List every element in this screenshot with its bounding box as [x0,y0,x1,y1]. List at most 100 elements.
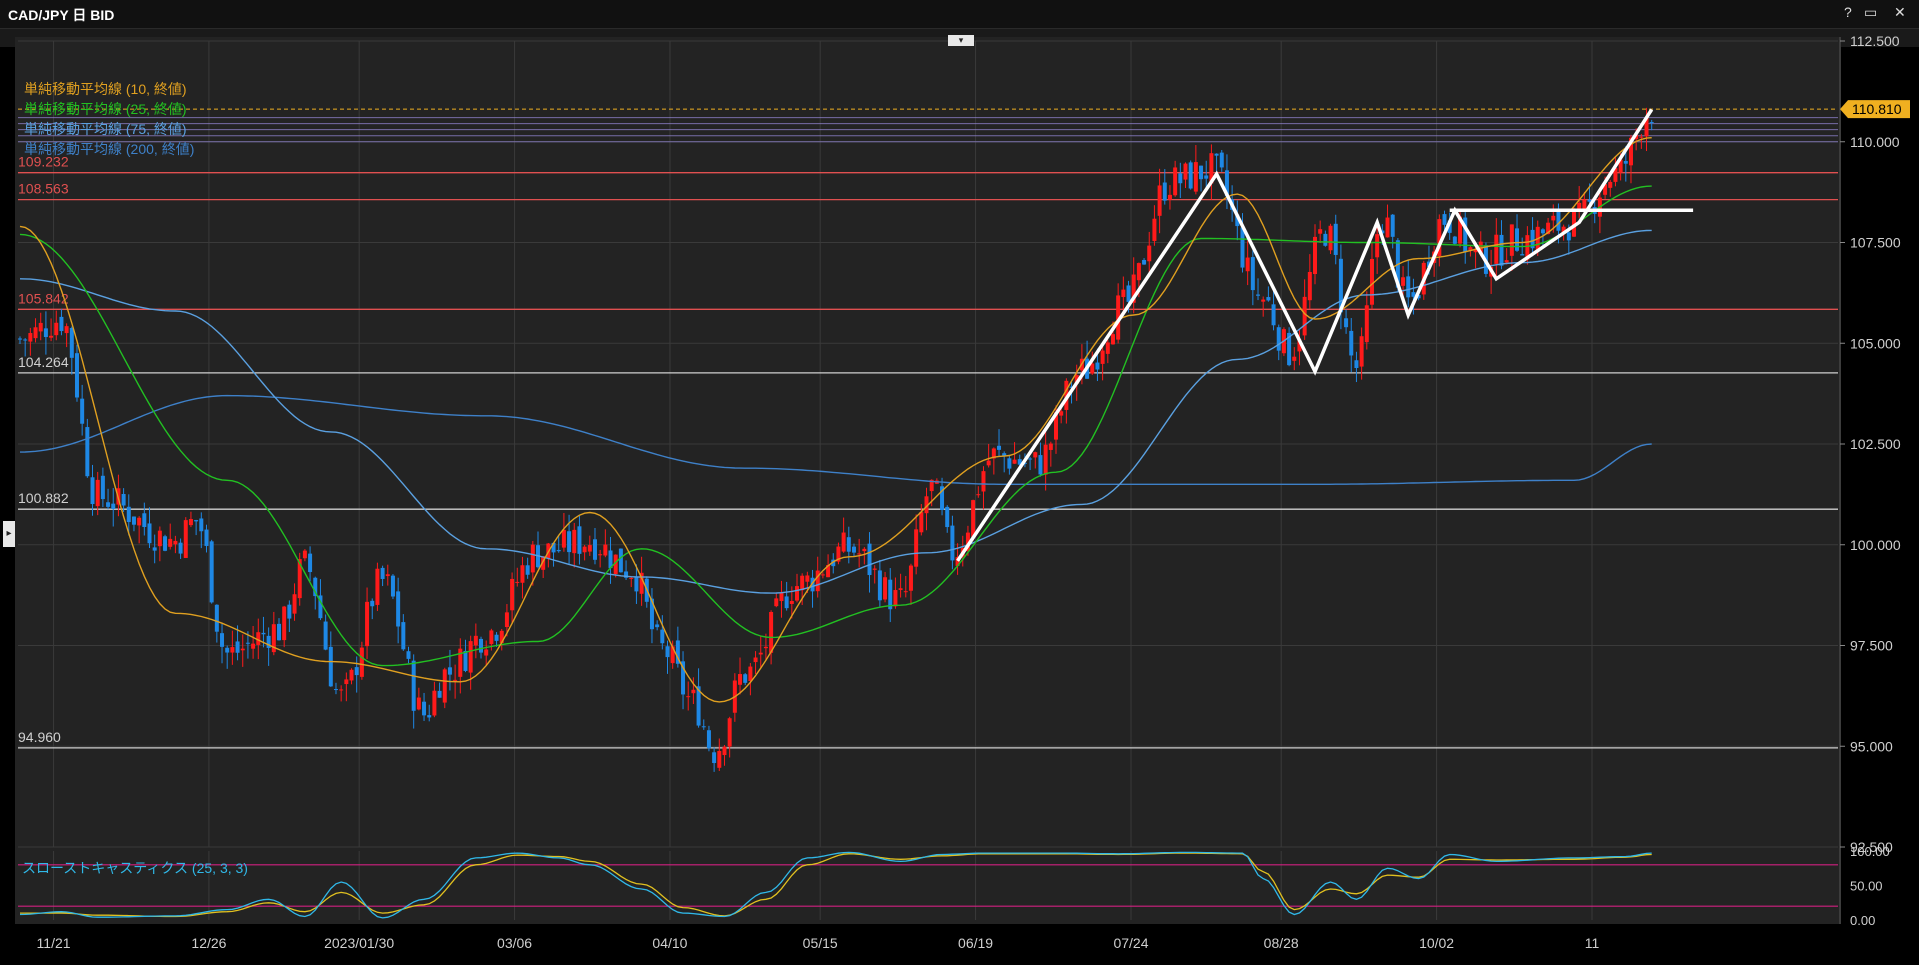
candle-body[interactable] [1411,292,1416,297]
candle-body[interactable] [888,579,893,610]
candle-body[interactable] [1028,458,1033,460]
candle-body[interactable] [1520,254,1525,256]
candle-body[interactable] [955,557,960,566]
candle-body[interactable] [458,648,463,677]
candle-body[interactable] [1261,299,1266,302]
trend-pattern-line-0[interactable] [956,108,1654,562]
candle-body[interactable] [1525,235,1530,260]
candle-body[interactable] [629,577,634,579]
candle-body[interactable] [681,661,686,695]
candle-body[interactable] [618,548,623,573]
candle-body[interactable] [841,532,846,552]
candle-body[interactable] [1468,247,1473,251]
candle-body[interactable] [111,503,116,509]
candle-body[interactable] [1302,296,1307,336]
candle-body[interactable] [1649,122,1654,124]
candle-body[interactable] [442,669,447,703]
candle-body[interactable] [1100,350,1105,364]
candle-body[interactable] [147,523,152,544]
candle-body[interactable] [1204,175,1209,179]
candle-body[interactable] [1256,294,1261,296]
candle-body[interactable] [561,529,566,548]
candle-body[interactable] [375,568,380,605]
candle-body[interactable] [318,595,323,619]
candle-body[interactable] [784,596,789,609]
candle-body[interactable] [706,730,711,749]
candle-body[interactable] [649,598,654,630]
candle-body[interactable] [1193,162,1198,192]
candle-body[interactable] [1504,260,1509,263]
candle-body[interactable] [1401,277,1406,286]
candle-body[interactable] [1110,334,1115,345]
candle-body[interactable] [1364,305,1369,343]
candle-body[interactable] [396,591,401,627]
candle-body[interactable] [240,648,245,651]
candle-body[interactable] [251,643,256,649]
candle-body[interactable] [665,646,670,658]
candle-body[interactable] [810,577,815,592]
candle-body[interactable] [1556,210,1561,231]
candle-body[interactable] [142,513,147,527]
candle-body[interactable] [1136,263,1141,281]
candle-body[interactable] [1235,214,1240,227]
stoch-k-line[interactable] [19,851,1652,919]
candle-body[interactable] [1349,330,1354,356]
candle-body[interactable] [432,690,437,716]
candle-body[interactable] [1209,153,1214,184]
candle-body[interactable] [80,398,85,424]
candle-body[interactable] [748,666,753,681]
candle-body[interactable] [1338,258,1343,313]
candle-body[interactable] [173,540,178,545]
candle-body[interactable] [427,715,432,718]
candle-body[interactable] [997,445,1002,450]
candle-body[interactable] [800,575,805,591]
candle-body[interactable] [691,689,696,694]
candle-body[interactable] [1380,230,1385,234]
candle-body[interactable] [95,479,100,507]
candle-body[interactable] [587,545,592,552]
help-icon[interactable]: ? [1844,4,1852,20]
candle-body[interactable] [1369,258,1374,305]
candle-body[interactable] [33,327,38,339]
candle-body[interactable] [774,598,779,607]
candle-body[interactable] [789,601,794,604]
candle-body[interactable] [867,543,872,576]
candle-body[interactable] [1054,412,1058,440]
candle-body[interactable] [1147,245,1152,262]
candle-body[interactable] [230,647,235,653]
candle-body[interactable] [1644,117,1649,137]
candle-body[interactable] [308,553,313,573]
candle-body[interactable] [416,697,421,710]
candle-body[interactable] [613,554,618,575]
restore-window-icon[interactable]: ▭ [1864,4,1878,20]
candle-body[interactable] [1494,234,1499,264]
candle-body[interactable] [1271,304,1276,326]
candle-body[interactable] [1292,356,1297,361]
candle-body[interactable] [551,542,556,553]
candle-body[interactable] [893,590,898,607]
candle-body[interactable] [1416,295,1421,299]
candle-body[interactable] [976,494,981,496]
candle-body[interactable] [727,718,732,747]
candle-body[interactable] [1333,223,1338,255]
candle-body[interactable] [489,630,494,645]
candle-body[interactable] [1406,276,1411,298]
candle-body[interactable] [1623,160,1628,164]
candle-body[interactable] [354,667,359,676]
candle-body[interactable] [701,726,706,728]
candle-body[interactable] [1515,228,1520,251]
candle-body[interactable] [1167,194,1172,200]
candle-body[interactable] [1546,222,1551,235]
candle-body[interactable] [23,339,28,341]
candle-body[interactable] [28,333,33,342]
candle-body[interactable] [1318,229,1323,234]
candle-body[interactable] [862,548,867,552]
candle-body[interactable] [1307,271,1312,301]
candle-body[interactable] [1095,362,1100,370]
candle-body[interactable] [1577,202,1582,212]
candle-body[interactable] [1582,199,1587,209]
candle-body[interactable] [530,544,535,573]
candle-body[interactable] [1012,459,1017,464]
candle-body[interactable] [406,651,411,659]
price-chart[interactable]: 109.232 108.563 105.842 104.264 100.882 94.96… [0,29,1919,960]
